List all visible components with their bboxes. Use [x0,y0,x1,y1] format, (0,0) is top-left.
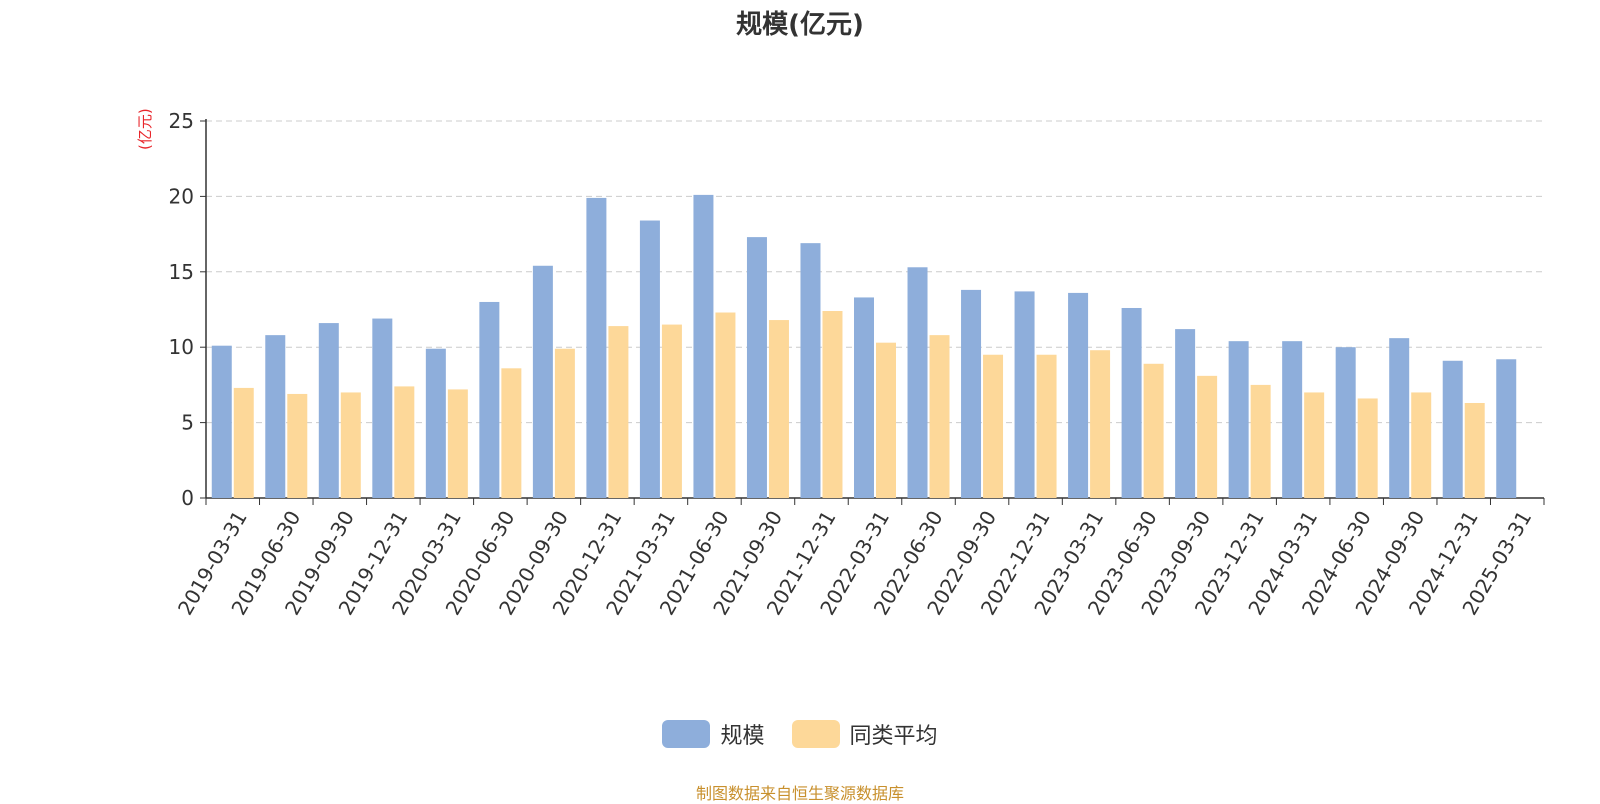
legend-label-series1: 规模 [720,724,765,749]
legend: 规模 同类平均 [0,718,1600,754]
bar-series2 [554,348,575,498]
bar-series1 [961,289,982,498]
bar-series2 [394,386,415,498]
y-tick-label: 0 [181,486,194,510]
bar-chart: 05101520252019-03-312019-06-302019-09-30… [169,109,1545,619]
y-tick-label: 10 [169,335,194,359]
bar-series1 [907,267,928,498]
bar-series2 [447,389,468,498]
bar-series2 [608,326,629,498]
bar-series1 [1496,359,1517,498]
bar-series1 [800,243,821,498]
bar-series1 [318,323,339,498]
bar-series1 [854,297,874,498]
legend-item-series1[interactable]: 规模 [662,718,765,750]
y-tick-label: 20 [169,184,194,208]
bar-series1 [1121,307,1142,498]
bar-series2 [1036,354,1057,498]
bar-series1 [532,265,553,498]
chart-title: 规模(亿元) [736,10,864,40]
legend-swatch-series1 [662,720,711,748]
bar-series2 [1090,350,1111,498]
bar-series2 [1197,375,1218,498]
bar-series1 [1389,338,1410,498]
bar-series1 [265,335,286,498]
y-tick-label: 15 [169,260,194,284]
bar-series2 [1357,398,1378,498]
bar-series2 [233,387,254,498]
bar-series1 [1068,292,1089,498]
bar-series1 [425,348,446,498]
bar-series1 [1175,329,1196,498]
y-tick-label: 25 [169,109,194,133]
bar-series2 [340,392,361,498]
bar-series1 [1442,360,1463,498]
bar-series2 [287,393,308,498]
bar-series1 [479,301,500,498]
legend-item-series2[interactable]: 同类平均 [791,718,938,750]
bar-series2 [1250,384,1271,498]
bar-series2 [661,324,682,498]
bar-series1 [639,220,660,498]
bar-series1 [1282,341,1303,498]
bar-series2 [1304,392,1325,498]
bar-series1 [1335,347,1356,498]
bar-series1 [693,194,714,498]
bar-series1 [1014,291,1035,498]
bar-series2 [1143,363,1164,498]
y-tick-label: 5 [181,411,194,435]
bar-series2 [983,354,1004,498]
bar-series2 [822,311,843,498]
data-source-note: 制图数据来自恒生聚源数据库 [695,784,904,803]
bar-series2 [929,335,950,498]
bar-series2 [501,368,522,498]
bar-series2 [1464,402,1485,498]
bar-series1 [586,197,607,498]
bar-series2 [876,342,896,498]
bar-series1 [746,237,767,498]
legend-label-series2: 同类平均 [849,724,938,749]
bar-series1 [1228,341,1249,498]
bar-series2 [1411,392,1432,498]
bar-series1 [211,345,232,498]
bar-series2 [768,320,789,498]
bar-series1 [372,318,393,498]
legend-swatch-series2 [791,720,840,748]
bar-series2 [715,312,736,498]
